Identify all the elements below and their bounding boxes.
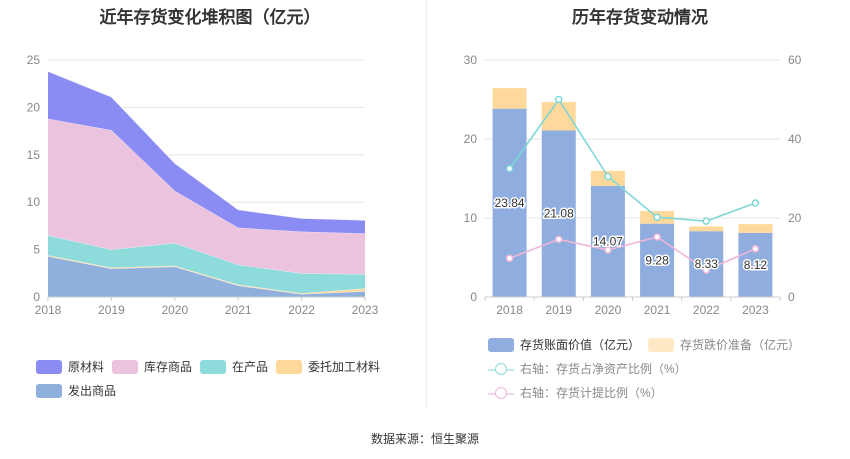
x-tick-label: 2022 <box>693 303 720 317</box>
data-source: 数据来源：恒生聚源 <box>370 432 479 446</box>
area-series-edge <box>47 71 366 221</box>
bar-impairment <box>738 224 773 233</box>
line-series <box>509 236 756 272</box>
line-point <box>604 172 612 181</box>
y2-tick-label: 20 <box>788 211 802 225</box>
bar-impairment <box>689 226 724 232</box>
line-point <box>653 213 661 221</box>
legend-label: 右轴：存货计提比例（%） <box>520 386 663 400</box>
legend-item-goods-shipped[interactable]: 发出商品 <box>36 382 116 399</box>
bar-value-label: 9.28 <box>645 253 669 267</box>
line-point <box>505 164 514 173</box>
bar-book-value <box>492 108 527 297</box>
bar-value-label: 14.07 <box>593 234 623 248</box>
line-point <box>555 95 563 104</box>
x-tick-label: 2020 <box>595 303 622 317</box>
x-tick-label: 2021 <box>225 303 252 317</box>
panel-divider <box>426 0 427 408</box>
bar-value-label: 8.33 <box>695 257 719 271</box>
bar-book-value <box>689 231 724 297</box>
legend-line-swatch <box>488 386 514 400</box>
legend-swatch <box>276 359 302 374</box>
y-tick-label: 20 <box>27 100 41 114</box>
y-tick-label: 10 <box>27 195 41 209</box>
left-chart-title: 近年存货变化堆积图（亿元） <box>99 8 321 27</box>
legend-label: 存货跌价准备（亿元） <box>680 338 801 352</box>
right-bar-line-chart: 0 10 20 30 0 20 40 60 2018 2019 2020 2021 2022 2023 23… <box>464 53 802 317</box>
line-point <box>505 254 514 263</box>
x-tick-label: 2018 <box>496 303 523 317</box>
x-tick-label: 2020 <box>161 303 188 317</box>
y2-tick-label: 40 <box>788 132 802 146</box>
area-series <box>48 256 365 297</box>
line-point <box>555 235 563 244</box>
right-chart-title: 历年存货变动情况 <box>572 8 708 27</box>
x-tick-label: 2021 <box>644 303 671 317</box>
legend-label: 库存商品 <box>144 360 193 374</box>
bar-book-value <box>541 130 576 297</box>
line-series <box>508 98 756 222</box>
y-tick-label: 15 <box>27 148 41 162</box>
y-tick-label: 20 <box>464 132 478 146</box>
y-tick-label: 0 <box>470 290 477 304</box>
legend-label: 存货账面价值（亿元） <box>520 338 641 352</box>
legend-item-provision-ratio[interactable]: 右轴：存货计提比例（%） <box>488 384 663 401</box>
area-series <box>48 118 365 275</box>
x-tick-label: 2023 <box>352 303 379 317</box>
bar-value-label: 23.84 <box>495 196 525 210</box>
x-tick-label: 2019 <box>98 303 125 317</box>
legend-item-consigned-materials[interactable]: 委托加工材料 <box>276 358 380 375</box>
legend-label: 原材料 <box>68 360 105 374</box>
legend-label: 委托加工材料 <box>308 360 381 374</box>
x-tick-label: 2018 <box>35 303 62 317</box>
line-point <box>604 246 612 254</box>
legend-swatch <box>36 383 62 398</box>
line-point <box>653 233 661 241</box>
legend-label: 在产品 <box>232 360 269 374</box>
y2-tick-label: 0 <box>788 290 795 304</box>
x-tick-label: 2019 <box>545 303 572 317</box>
legend-item-finished-goods[interactable]: 库存商品 <box>112 358 192 375</box>
legend-item-raw-materials[interactable]: 原材料 <box>36 358 104 375</box>
legend-line-swatch <box>488 362 514 376</box>
y-tick-label: 30 <box>464 53 478 67</box>
y-tick-label: 5 <box>33 243 40 257</box>
line-point <box>702 217 710 225</box>
legend-item-work-in-process[interactable]: 在产品 <box>200 358 268 375</box>
legend-swatch <box>36 359 62 374</box>
legend-item-inventory-to-net-assets[interactable]: 右轴：存货占净资产比例（%） <box>488 360 687 377</box>
legend-label: 右轴：存货占净资产比例（%） <box>520 362 687 376</box>
y-tick-label: 25 <box>27 53 41 67</box>
legend-swatch <box>200 359 226 374</box>
bar-value-label: 21.08 <box>544 207 574 221</box>
left-area-chart: 0 5 10 15 20 25 2018 2019 2020 2021 2022 2023 <box>27 53 379 317</box>
area-series <box>48 71 365 234</box>
legend-swatch <box>648 337 674 352</box>
bar-book-value <box>738 232 773 297</box>
x-tick-label: 2022 <box>288 303 315 317</box>
area-series <box>48 235 365 294</box>
legend-swatch <box>488 337 514 352</box>
line-point <box>751 245 760 253</box>
line-point <box>702 266 710 274</box>
legend-item-inventory-book-value[interactable]: 存货账面价值（亿元） <box>488 336 640 353</box>
bar-book-value <box>590 185 625 297</box>
legend-item-impairment-provision[interactable]: 存货跌价准备（亿元） <box>648 336 800 353</box>
y-tick-label: 10 <box>464 211 478 225</box>
y-tick-label: 0 <box>33 290 40 304</box>
y2-tick-label: 60 <box>788 53 802 67</box>
line-point <box>751 199 760 207</box>
legend-label: 发出商品 <box>68 384 117 398</box>
legend-swatch <box>112 359 138 374</box>
x-tick-label: 2023 <box>742 303 769 317</box>
bar-impairment <box>492 88 527 109</box>
bar-value-label: 8.12 <box>744 258 768 272</box>
